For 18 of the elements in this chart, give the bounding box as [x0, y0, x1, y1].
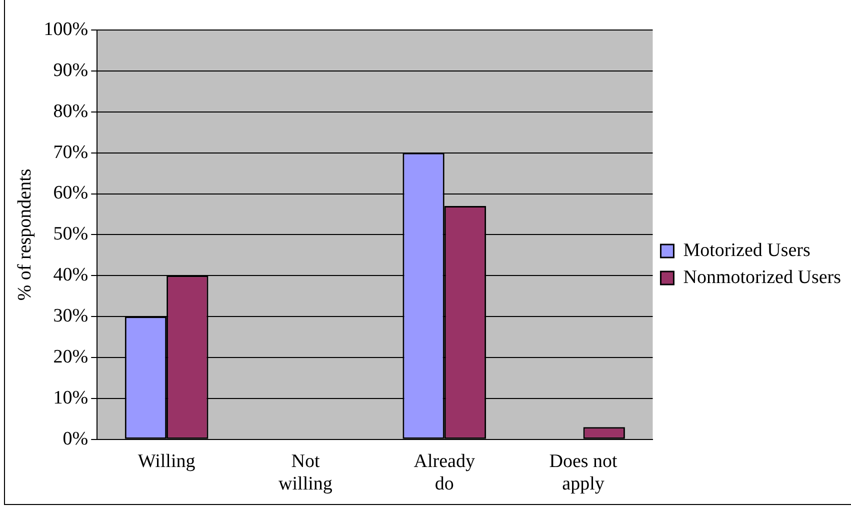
legend-label: Motorized Users — [683, 240, 810, 261]
y-tick-label: 100% — [44, 18, 88, 40]
y-tick-label: 60% — [53, 182, 88, 204]
x-tick-label: Does not apply — [549, 450, 618, 495]
y-tick-label: 70% — [53, 142, 88, 163]
x-tick-label: Willing — [138, 450, 196, 472]
legend-label: Nonmotorized Users — [683, 266, 842, 288]
y-tick-label: 10% — [53, 387, 88, 408]
y-tick-label: 0% — [62, 428, 88, 450]
y-axis-title: % of respondents — [14, 168, 36, 301]
y-tick-label: 80% — [53, 100, 88, 122]
y-tick-label: 20% — [53, 346, 88, 368]
y-tick-label: 30% — [53, 306, 88, 327]
y-tick-label: 40% — [53, 264, 88, 286]
y-tick-label: 50% — [53, 224, 88, 245]
y-tick-label: 90% — [53, 60, 88, 81]
x-tick-label: Not willing — [278, 450, 333, 495]
x-tick-label: Already do — [414, 450, 476, 495]
